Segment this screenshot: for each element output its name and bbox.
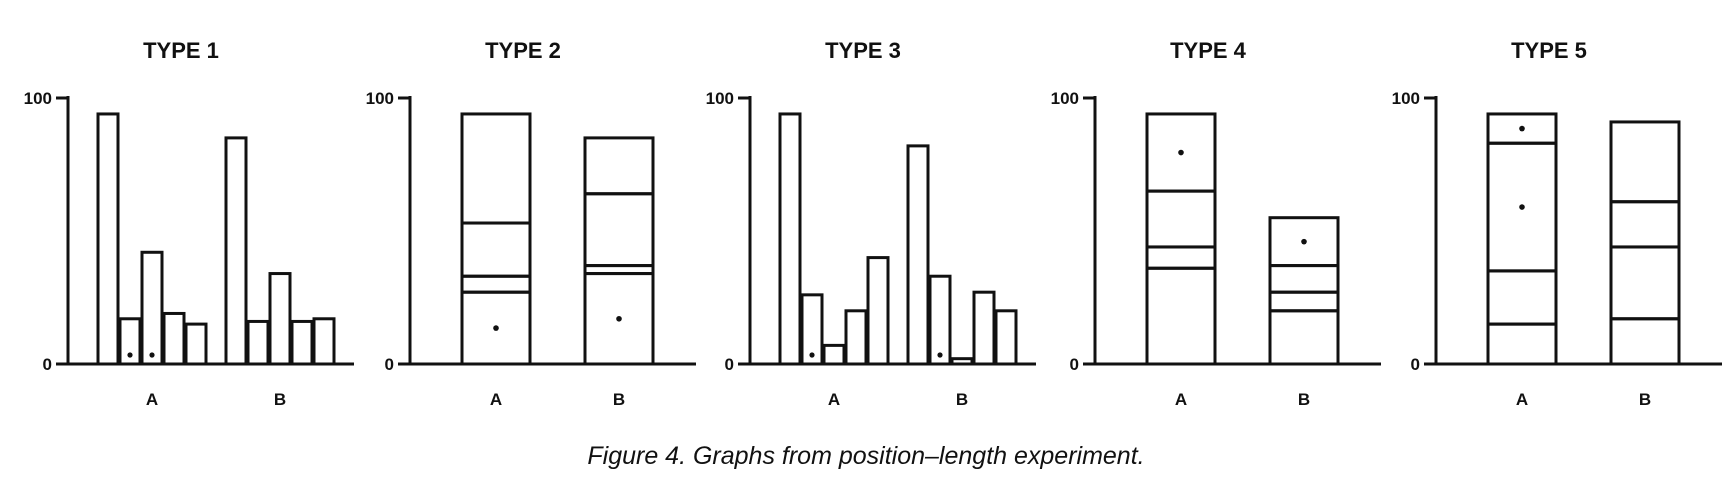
figure-caption: Figure 4. Graphs from position–length ex… (587, 442, 1145, 470)
type4-y-tick-label-0: 0 (1070, 355, 1079, 374)
type3-bar-A-4 (844, 309, 868, 366)
type3-bar-B-1 (906, 144, 930, 366)
type3-bar-B-2 (928, 274, 952, 366)
type5-segment-B-3 (1609, 200, 1681, 249)
type5-segment-A-1 (1486, 322, 1558, 366)
type4-segment-A-4 (1145, 112, 1217, 193)
type5-title: TYPE 5 (1511, 38, 1587, 63)
type3-marker-dot-B-2 (937, 352, 943, 358)
type2-x-label-B: B (613, 390, 625, 409)
type4-marker-dot-A-4 (1178, 149, 1184, 156)
type5-y-tick-label-0: 0 (1411, 355, 1420, 374)
type1-bar-B-2 (246, 319, 270, 366)
type2-segment-A-4 (460, 112, 532, 225)
type1-bar-A-4 (162, 311, 186, 366)
type4-segment-B-4 (1268, 216, 1340, 268)
type3-y-tick-label-100: 100 (706, 89, 734, 108)
type4-x-label-B: B (1298, 390, 1310, 409)
type1-bar-B-1 (224, 136, 248, 366)
type5-x-label-B: B (1639, 390, 1651, 409)
type3-bar-A-5 (866, 256, 890, 366)
type2-segment-A-2 (460, 274, 532, 294)
type3-x-label-B: B (956, 390, 968, 409)
type3-title: TYPE 3 (825, 38, 901, 63)
type4-segment-A-3 (1145, 189, 1217, 249)
type2-segment-A-3 (460, 221, 532, 278)
type4-segment-B-3 (1268, 264, 1340, 294)
type3-bar-A-2 (800, 293, 824, 366)
type5-y-tick-label-100: 100 (1392, 89, 1420, 108)
type3-marker-dot-A-2 (809, 352, 815, 358)
type2-y-tick-label-0: 0 (385, 355, 394, 374)
type3-bar-B-5 (994, 309, 1018, 366)
type4-segment-B-1 (1268, 309, 1340, 366)
type3-bar-A-3 (822, 343, 846, 366)
type1-marker-dot-A-3 (149, 352, 155, 358)
type3-bar-B-4 (972, 290, 996, 366)
type1-bar-A-2 (118, 317, 142, 366)
type3-bar-B-3 (950, 357, 974, 366)
type4-x-label-A: A (1175, 390, 1187, 409)
type5-segment-A-4 (1486, 112, 1558, 145)
type3-bar-A-1 (778, 112, 802, 366)
type4-segment-B-2 (1268, 290, 1340, 313)
type1-title: TYPE 1 (143, 38, 219, 63)
type1-x-label-B: B (274, 390, 286, 409)
type5-marker-dot-A-4 (1519, 125, 1525, 132)
type2-marker-dot-A-1 (493, 325, 499, 331)
type5-x-label-A: A (1516, 390, 1528, 409)
type1-bar-B-5 (312, 317, 336, 366)
type1-bar-A-3 (140, 250, 164, 366)
type2-x-label-A: A (490, 390, 502, 409)
type1-bar-B-4 (290, 319, 314, 366)
type2-segment-B-4 (583, 136, 655, 196)
type2-title: TYPE 2 (485, 38, 561, 63)
type5-segment-B-4 (1609, 120, 1681, 204)
type4-segment-A-1 (1145, 266, 1217, 366)
type2-y-tick-label-100: 100 (366, 89, 394, 108)
type5-marker-dot-A-3 (1519, 204, 1525, 210)
type4-segment-A-2 (1145, 245, 1217, 270)
type5-segment-B-2 (1609, 245, 1681, 321)
type5-segment-A-2 (1486, 269, 1558, 326)
type1-marker-dot-A-2 (127, 352, 133, 358)
type1-bar-A-1 (96, 112, 120, 366)
type2-marker-dot-B-1 (616, 315, 622, 322)
type1-bar-B-3 (268, 272, 292, 366)
type1-bar-A-5 (184, 322, 208, 366)
type4-title: TYPE 4 (1170, 38, 1247, 63)
type3-x-label-A: A (828, 390, 840, 409)
type1-x-label-A: A (146, 390, 158, 409)
type4-y-tick-label-100: 100 (1051, 89, 1079, 108)
type3-y-tick-label-0: 0 (725, 355, 734, 374)
type5-segment-B-1 (1609, 317, 1681, 366)
type1-y-tick-label-100: 100 (24, 89, 52, 108)
type1-y-tick-label-0: 0 (43, 355, 52, 374)
type4-marker-dot-B-4 (1301, 238, 1307, 245)
type2-segment-B-3 (583, 192, 655, 268)
